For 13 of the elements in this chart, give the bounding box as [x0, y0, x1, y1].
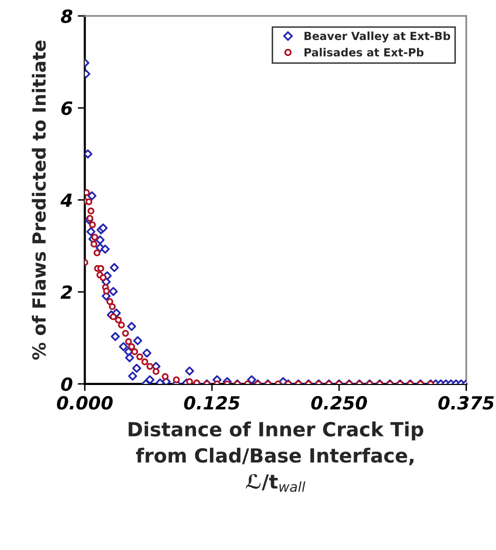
- x-tick-label: 0.250: [311, 396, 368, 410]
- x-tick-label: 0.125: [184, 396, 240, 410]
- x-tick-label: 0.000: [56, 396, 113, 410]
- y-tick-label: 8: [60, 9, 72, 24]
- y-axis-title: % of Flaws Predicted to Initiate: [32, 40, 46, 360]
- x-axis-title: Distance of Inner Crack Tip from Clad/Base Interface, ℒ/t$_{wall}$: [128, 422, 424, 492]
- legend-label: Palisades at Ext-Pb: [304, 48, 424, 56]
- legend-label: Beaver Valley at Ext-Bb: [304, 32, 450, 42]
- y-tick-label: 6: [61, 101, 72, 116]
- y-tick-label: 4: [60, 194, 72, 207]
- y-tick-label: 0: [61, 377, 72, 392]
- x-tick-label: 0.375: [438, 396, 494, 410]
- y-tick-label: 2: [60, 285, 72, 299]
